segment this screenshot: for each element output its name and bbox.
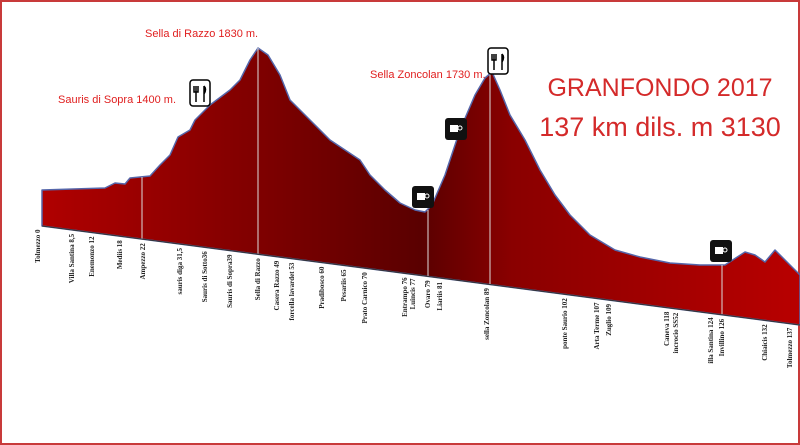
location-label: Ampezzo 22 bbox=[139, 243, 147, 280]
location-label: Sauris di Sopra39 bbox=[226, 254, 234, 308]
location-label: Luincis 77 bbox=[409, 278, 417, 309]
marker-lines bbox=[141, 48, 723, 314]
location-label: incrocio SS52 bbox=[672, 312, 680, 353]
location-label: Entrampo 76 bbox=[401, 277, 409, 317]
location-label: Liariis 81 bbox=[436, 281, 444, 310]
location-label: Tolmezzo 0 bbox=[34, 229, 42, 263]
location-label: Sauris di Sotto36 bbox=[201, 251, 209, 302]
location-label: Caneva 118 bbox=[663, 311, 671, 346]
location-label: Invillino 126 bbox=[718, 318, 726, 356]
location-label: Prato Carnico 70 bbox=[361, 272, 369, 324]
location-label: sauris diga 31,5 bbox=[176, 248, 184, 295]
location-label: Villa Santina 8,5 bbox=[68, 233, 76, 283]
title: GRANFONDO 2017 bbox=[547, 74, 772, 102]
elevation-profile bbox=[41, 47, 800, 326]
coffee-icon bbox=[710, 240, 732, 262]
location-label: Ovaro 79 bbox=[424, 280, 432, 308]
location-label: Mediis 18 bbox=[116, 240, 124, 269]
location-label: sella Zoncolan 89 bbox=[483, 288, 491, 340]
location-label: Tolmezzo 137 bbox=[786, 327, 794, 368]
location-label: Pradibosco 60 bbox=[318, 266, 326, 309]
location-label: Pesariis 65 bbox=[340, 269, 348, 302]
fork-knife-icon bbox=[189, 79, 211, 107]
location-label: Zuglio 109 bbox=[605, 304, 613, 336]
coffee-icon bbox=[412, 186, 434, 208]
location-label: ponte Saurio 102 bbox=[561, 298, 569, 349]
peak-label: Sauris di Sopra 1400 m. bbox=[58, 94, 176, 106]
location-label: Arta Terme 107 bbox=[593, 302, 601, 350]
fork-knife-icon bbox=[487, 47, 509, 75]
baseline bbox=[41, 225, 800, 326]
location-label: Chiaicis 132 bbox=[761, 324, 769, 361]
coffee-icon bbox=[445, 118, 467, 140]
subtitle: 137 km dils. m 3130 bbox=[539, 112, 781, 142]
peak-label: Sella di Razzo 1830 m. bbox=[145, 28, 258, 40]
location-label: Sella di Razzo bbox=[254, 258, 262, 300]
location-label: Enemonzo 12 bbox=[88, 236, 96, 277]
location-label: Casera Razzo 49 bbox=[273, 260, 281, 310]
location-label: forcella lavardet 53 bbox=[288, 262, 296, 320]
location-label: illa Santina 124 bbox=[707, 317, 715, 364]
peak-label: Sella Zoncolan 1730 m. bbox=[370, 69, 486, 81]
